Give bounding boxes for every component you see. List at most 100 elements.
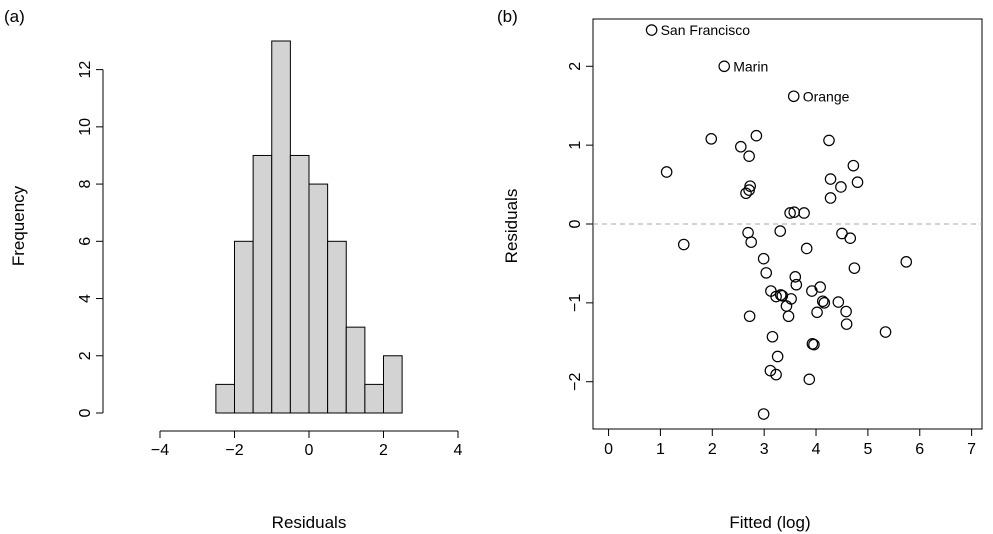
data-point: [770, 290, 782, 303]
data-point: [844, 232, 857, 244]
scatter-x-tick-label: 2: [708, 441, 717, 458]
data-point: [785, 293, 797, 305]
data-point: [816, 295, 829, 308]
histogram-bar: [345, 326, 366, 414]
data-point: [789, 271, 802, 283]
scatter-y-axis: −2 −1 0 1 2: [567, 62, 593, 391]
scatter-x-axis: 0 1 2 3 4 5 6 7: [604, 429, 976, 458]
data-point: [798, 207, 810, 219]
histogram-y-axis: 0 2 4 6 8 10 12: [77, 61, 104, 417]
histogram-y-tick-label: 12: [77, 61, 94, 79]
data-point: [742, 226, 754, 239]
scatter-x-tick-label: 0: [604, 441, 613, 458]
histogram-bars: [215, 40, 403, 414]
data-point: [760, 267, 773, 279]
scatter-x-label: Fitted (log): [729, 513, 810, 532]
data-point: [774, 225, 787, 237]
scatter-x-tick-label: 4: [812, 441, 821, 458]
histogram-y-tick-label: 10: [77, 118, 94, 136]
data-point: [764, 364, 777, 377]
scatter-x-tick-label: 3: [760, 441, 769, 458]
histogram-bar: [271, 40, 291, 414]
histogram-y-label: Frequency: [9, 185, 28, 266]
data-point: [790, 278, 803, 291]
data-point: [677, 238, 690, 251]
data-point: [823, 134, 835, 147]
data-point: [757, 252, 770, 265]
histogram-y-tick-label: 4: [77, 294, 94, 303]
histogram-y-tick-label: 2: [77, 351, 94, 360]
data-point: [814, 281, 826, 293]
point-annotation: Orange: [803, 88, 850, 104]
data-point: [835, 181, 847, 193]
data-point: [840, 305, 852, 318]
data-point: [750, 129, 763, 142]
data-point: [645, 24, 658, 36]
data-point: [770, 368, 782, 381]
scatter-y-tick-label: 1: [567, 141, 584, 150]
scatter-x-tick-label: 7: [967, 441, 976, 458]
histogram-y-tick-label: 8: [77, 180, 94, 189]
data-point: [735, 140, 747, 153]
data-point: [824, 173, 837, 185]
data-point: [851, 176, 864, 189]
histogram-bar: [215, 383, 235, 414]
data-point: [808, 338, 820, 351]
data-point: [811, 306, 823, 319]
histogram-bar: [289, 154, 310, 414]
scatter-x-tick-label: 1: [656, 441, 665, 458]
scatter-y-label: Residuals: [502, 189, 521, 264]
data-point: [818, 297, 831, 309]
scatter-x-tick-label: 6: [915, 441, 924, 458]
data-point: [660, 166, 673, 178]
data-point: [847, 159, 860, 172]
data-point: [840, 318, 853, 330]
data-point: [745, 236, 757, 248]
data-point: [900, 256, 913, 268]
scatter-points: San Francisco Marin Orange: [645, 22, 913, 420]
data-point: [879, 326, 892, 338]
data-point: [824, 192, 837, 204]
data-point: [740, 187, 752, 200]
data-point: [784, 207, 796, 219]
data-point: [743, 184, 755, 196]
histogram-x-tick-label: 2: [379, 442, 388, 459]
scatter-y-tick-label: −1: [567, 294, 584, 312]
data-point: [718, 60, 731, 73]
data-point: [832, 296, 845, 308]
histogram-x-tick-label: 4: [454, 442, 463, 459]
data-point: [766, 330, 779, 343]
histogram-y-tick-label: 0: [77, 408, 94, 417]
point-annotation: Marin: [733, 58, 768, 74]
histogram-bar: [234, 240, 254, 414]
data-point: [803, 373, 816, 386]
histogram-x-label: Residuals: [272, 513, 347, 532]
histogram-y-tick-label: 6: [77, 237, 94, 246]
data-point: [848, 262, 861, 274]
data-point: [705, 133, 718, 145]
scatter-panel: (b) San Francisco Marin Orange 0 1 2 3 4 5 6 7 −2…: [497, 7, 983, 532]
panel-b-tag: (b): [497, 7, 518, 26]
data-point: [787, 90, 800, 103]
point-annotation: San Francisco: [661, 22, 751, 38]
data-point: [771, 350, 784, 363]
histogram-bar: [364, 383, 384, 414]
histogram-panel: (a) −4 −2 0 2 4 0 2 4 6 8 10 12 Residuals Frequenc…: [4, 7, 463, 532]
data-point: [780, 300, 793, 312]
data-point: [782, 310, 795, 323]
scatter-x-tick-label: 5: [863, 441, 872, 458]
histogram-x-axis: −4 −2 0 2 4: [151, 430, 463, 459]
histogram-x-tick-label: −4: [151, 442, 169, 459]
data-point: [743, 150, 755, 162]
histogram-x-tick-label: −2: [225, 442, 243, 459]
data-point: [800, 242, 813, 255]
data-point: [743, 310, 756, 323]
histogram-bar: [383, 355, 403, 414]
scatter-y-tick-label: −2: [567, 372, 584, 390]
panel-a-tag: (a): [4, 7, 25, 26]
scatter-y-tick-label: 0: [567, 219, 584, 228]
histogram-bar: [308, 183, 329, 414]
histogram-bar: [252, 154, 273, 414]
histogram-x-tick-label: 0: [305, 442, 314, 459]
